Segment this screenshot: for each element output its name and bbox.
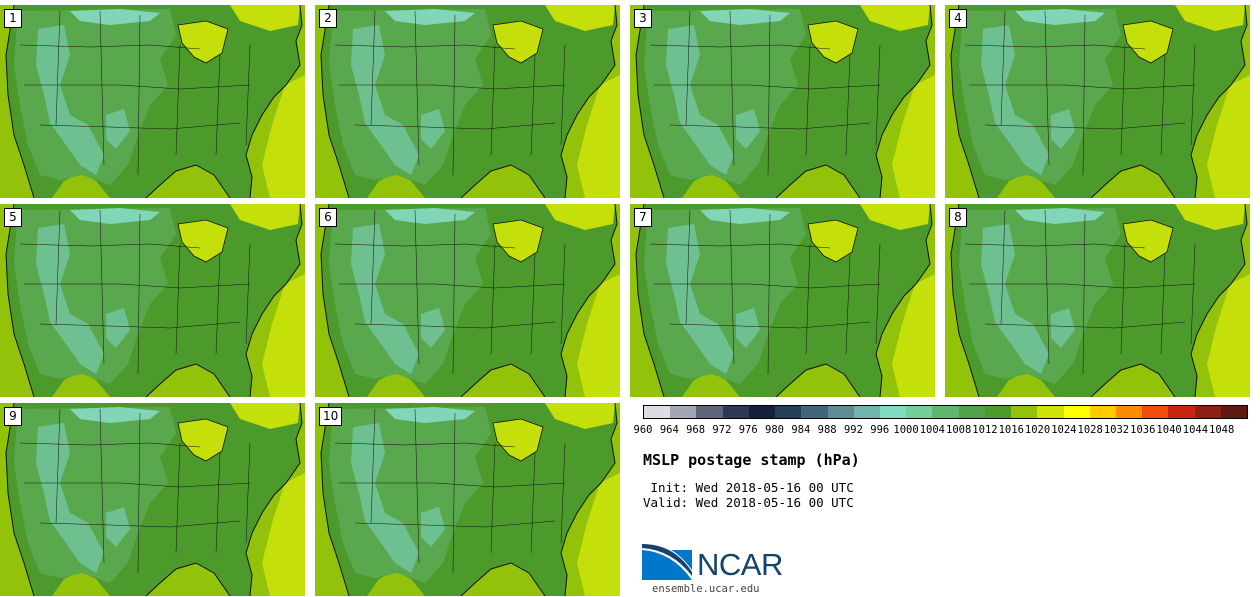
colorbar xyxy=(643,405,1248,419)
colorbar-tick-label: 984 xyxy=(791,424,811,436)
colorbar-segment xyxy=(1142,406,1169,418)
colorbar-tick-label: 1000 xyxy=(893,424,919,436)
colorbar-segment xyxy=(1037,406,1064,418)
colorbar-segment xyxy=(853,406,880,418)
colorbar-tick-label: 1024 xyxy=(1051,424,1077,436)
colorbar-segment xyxy=(958,406,985,418)
colorbar-segment xyxy=(1220,406,1248,418)
colorbar-segment xyxy=(1194,406,1221,418)
map-image xyxy=(945,5,1250,198)
colorbar-tick-label: 972 xyxy=(712,424,732,436)
colorbar-tick-label: 968 xyxy=(686,424,706,436)
colorbar-tick-label: 996 xyxy=(870,424,890,436)
colorbar-tick-label: 1004 xyxy=(919,424,945,436)
member-label: 1 xyxy=(4,9,22,28)
map-panel: 2 xyxy=(315,5,620,198)
init-time: Init: Wed 2018-05-16 00 UTC xyxy=(643,480,854,495)
map-image xyxy=(315,5,620,198)
colorbar-tick-label: 1032 xyxy=(1103,424,1130,436)
member-label: 2 xyxy=(319,9,337,28)
colorbar-segment xyxy=(1011,406,1038,418)
colorbar-segment xyxy=(644,406,671,418)
member-label: 6 xyxy=(319,208,337,227)
map-panel: 9 xyxy=(0,403,305,596)
map-image xyxy=(945,204,1250,397)
colorbar-segment xyxy=(1168,406,1195,418)
map-image xyxy=(315,204,620,397)
map-image xyxy=(630,5,935,198)
colorbar-tick-label: 1008 xyxy=(945,424,972,436)
map-panel: 7 xyxy=(630,204,935,397)
colorbar-segment xyxy=(984,406,1012,418)
colorbar-segment xyxy=(906,406,933,418)
colorbar-segment xyxy=(932,406,959,418)
colorbar-tick-label: 992 xyxy=(843,424,863,436)
colorbar-tick-label: 1048 xyxy=(1209,424,1235,436)
member-label: 10 xyxy=(319,407,343,426)
map-panel: 5 xyxy=(0,204,305,397)
colorbar-tick-label: 1016 xyxy=(998,424,1024,436)
map-image xyxy=(0,5,305,198)
colorbar-segment xyxy=(670,406,697,418)
colorbar-segment xyxy=(748,406,776,418)
colorbar-segment xyxy=(696,406,723,418)
colorbar-tick-label: 988 xyxy=(817,424,837,436)
map-image xyxy=(0,204,305,397)
colorbar-ticks: 960 964 968 972 976 980 984 988 992 996 1000 1004 10… xyxy=(634,424,1248,438)
chart-title: MSLP postage stamp (hPa) xyxy=(643,451,860,469)
colorbar-segment xyxy=(1089,406,1116,418)
map-panel: 1 xyxy=(0,5,305,198)
colorbar-tick-label: 1012 xyxy=(972,424,998,436)
ncar-logo-icon xyxy=(642,542,692,580)
colorbar-tick-label: 1044 xyxy=(1182,424,1209,436)
colorbar-tick-label: 960 xyxy=(633,424,653,436)
colorbar-tick-label: 1020 xyxy=(1024,424,1051,436)
website-url: ensemble.ucar.edu xyxy=(652,583,760,595)
colorbar-tick-label: 964 xyxy=(659,424,679,436)
member-label: 8 xyxy=(949,208,967,227)
member-label: 4 xyxy=(949,9,967,28)
colorbar-segment xyxy=(801,406,828,418)
colorbar-segment xyxy=(879,406,907,418)
map-image xyxy=(630,204,935,397)
colorbar-tick-label: 1036 xyxy=(1130,424,1156,436)
member-label: 5 xyxy=(4,208,22,227)
colorbar-segment xyxy=(827,406,854,418)
map-panel: 8 xyxy=(945,204,1250,397)
ncar-logo-text: NCAR xyxy=(697,547,783,582)
colorbar-segment xyxy=(775,406,802,418)
map-panel: 10 xyxy=(315,403,620,596)
member-label: 7 xyxy=(634,208,652,227)
member-label: 9 xyxy=(4,407,22,426)
colorbar-tick-label: 980 xyxy=(765,424,784,436)
map-image xyxy=(0,403,305,596)
colorbar-tick-label: 976 xyxy=(738,424,758,436)
valid-time: Valid: Wed 2018-05-16 00 UTC xyxy=(643,495,854,510)
colorbar-segment xyxy=(722,406,749,418)
map-panel: 4 xyxy=(945,5,1250,198)
colorbar-segment xyxy=(1063,406,1090,418)
member-label: 3 xyxy=(634,9,652,28)
map-panel: 3 xyxy=(630,5,935,198)
colorbar-segment xyxy=(1115,406,1143,418)
map-panel: 6 xyxy=(315,204,620,397)
colorbar-tick-label: 1028 xyxy=(1077,424,1103,436)
colorbar-tick-label: 1040 xyxy=(1156,424,1182,436)
map-image xyxy=(315,403,620,596)
